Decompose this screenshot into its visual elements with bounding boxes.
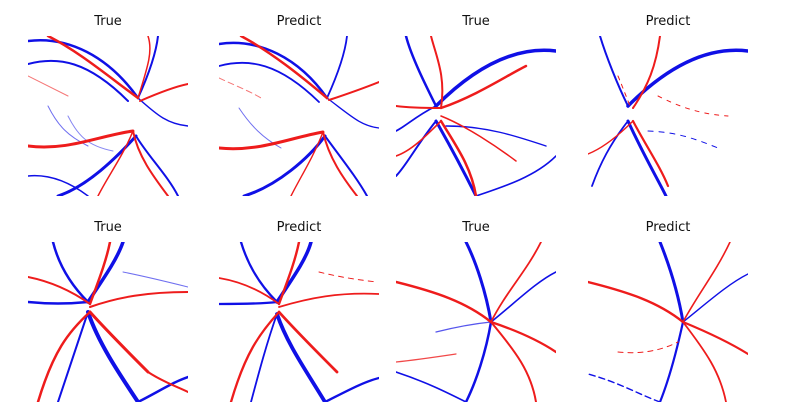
panel-title: True — [462, 14, 490, 29]
panel-title: Predict — [645, 220, 691, 235]
panel-title: Predict — [276, 14, 322, 29]
vessel-map-image — [396, 36, 556, 196]
vessel-map-image — [588, 36, 748, 196]
panel-title: True — [462, 220, 490, 235]
panel-title: Predict — [276, 220, 322, 235]
vessel-map-image — [219, 36, 379, 196]
vessel-map-image — [28, 36, 188, 196]
vessel-map-image — [219, 242, 379, 402]
vessel-map-image — [396, 242, 556, 402]
panel-title: Predict — [645, 14, 691, 29]
vessel-map-image — [588, 242, 748, 402]
vessel-map-image — [28, 242, 188, 402]
panel-title: True — [94, 220, 122, 235]
panel-title: True — [94, 14, 122, 29]
